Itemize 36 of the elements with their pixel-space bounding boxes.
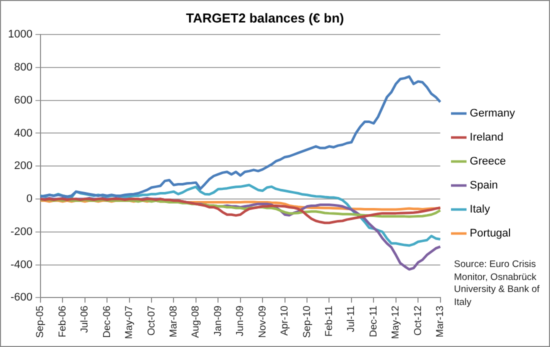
legend-label: Spain: [470, 180, 498, 192]
legend-label: Italy: [470, 204, 490, 216]
legend-label: Ireland: [470, 132, 504, 144]
legend-label: Portugal: [470, 228, 511, 240]
y-tick-label: -400: [10, 258, 32, 271]
x-tick-label: Jan-09: [212, 305, 224, 336]
x-tick-label: Apr-10: [280, 305, 291, 336]
y-tick-label: 600: [14, 94, 32, 106]
y-tick-label: 400: [14, 127, 32, 140]
y-tick-label: 200: [14, 160, 32, 172]
x-tick-label: Oct-12: [412, 305, 424, 336]
x-tick-label: Oct-07: [146, 305, 158, 336]
legend-label: Germany: [470, 108, 516, 120]
x-tick-label: Dec-11: [368, 305, 380, 338]
x-tick-label: Jul-11: [346, 305, 358, 332]
y-tick-label: 800: [14, 62, 32, 74]
x-tick-label: Jun-09: [235, 305, 246, 336]
y-tick-label: 1000: [8, 28, 32, 41]
chart-title: TARGET2 balances (€ bn): [186, 10, 344, 26]
x-tick-label: Dec-06: [102, 305, 113, 338]
x-tick-label: May-07: [124, 305, 136, 340]
x-tick-label: Aug-08: [190, 305, 202, 338]
x-tick-label: Jul-06: [80, 305, 91, 333]
x-tick-label: Feb-06: [57, 305, 68, 338]
x-tick-label: Nov-09: [257, 305, 268, 338]
x-tick-label: Sep-05: [35, 305, 46, 338]
y-tick-label: -600: [10, 292, 32, 304]
x-tick-label: May-12: [390, 305, 402, 340]
x-tick-label: Sep-10: [302, 305, 313, 338]
x-tick-label: Mar-13: [435, 305, 446, 338]
legend-label: Greece: [470, 156, 506, 168]
y-tick-label: -200: [10, 226, 32, 238]
source-note: Source: Euro Crisis Monitor, Osnabrück University & Bank of Italy: [454, 259, 541, 309]
x-tick-label: Mar-08: [168, 305, 180, 338]
x-tick-label: Feb-11: [324, 305, 335, 337]
y-tick-label: 0: [26, 193, 32, 206]
